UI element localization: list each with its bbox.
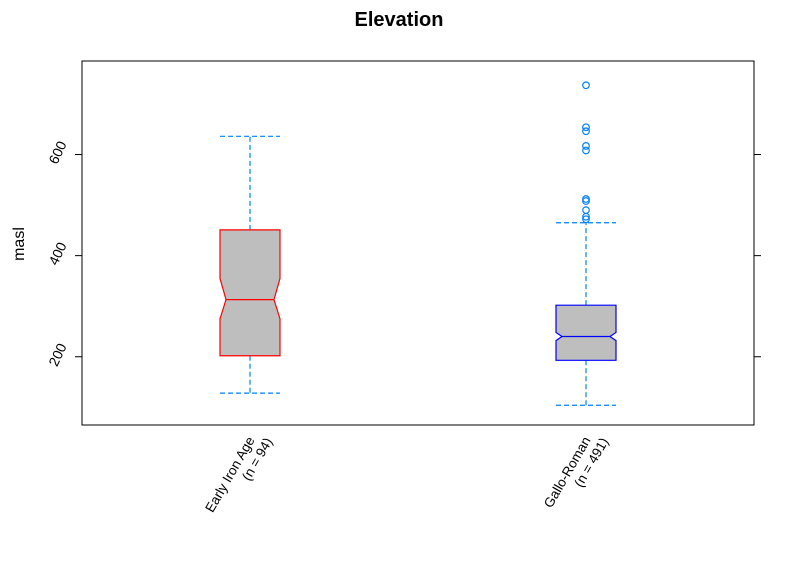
- y-tick-label-200: 200: [45, 340, 69, 368]
- outlier-point: [582, 195, 590, 203]
- plot-frame: [81, 60, 755, 426]
- y-tick-label-400: 400: [45, 239, 69, 267]
- y-axis-left: 200 400 600: [45, 138, 82, 369]
- box-gallo-roman: [555, 81, 617, 406]
- y-tick-label-600: 600: [45, 138, 69, 166]
- outlier-point: [582, 81, 590, 90]
- x-axis-labels: Early Iron Age(n = 94) Gallo-Roman(n = 49…: [202, 427, 612, 523]
- box-early-iron-age: [219, 135, 281, 394]
- notched-box: [555, 304, 617, 361]
- y-axis-label: masl: [11, 227, 28, 261]
- x-tick-label-early-iron-age: Early Iron Age(n = 94): [202, 427, 275, 523]
- outlier-point: [582, 127, 590, 136]
- notched-box: [219, 229, 281, 357]
- outlier-point: [582, 146, 590, 155]
- boxplot-series: [219, 81, 617, 406]
- outlier-point: [582, 206, 590, 215]
- chart-title: Elevation: [355, 9, 444, 31]
- y-axis-right: [754, 154, 761, 358]
- outlier-point: [582, 123, 590, 132]
- outlier-point: [582, 142, 590, 150]
- x-tick-label-gallo-roman: Gallo-Roman(n = 491): [541, 427, 612, 518]
- outlier-point: [582, 215, 590, 224]
